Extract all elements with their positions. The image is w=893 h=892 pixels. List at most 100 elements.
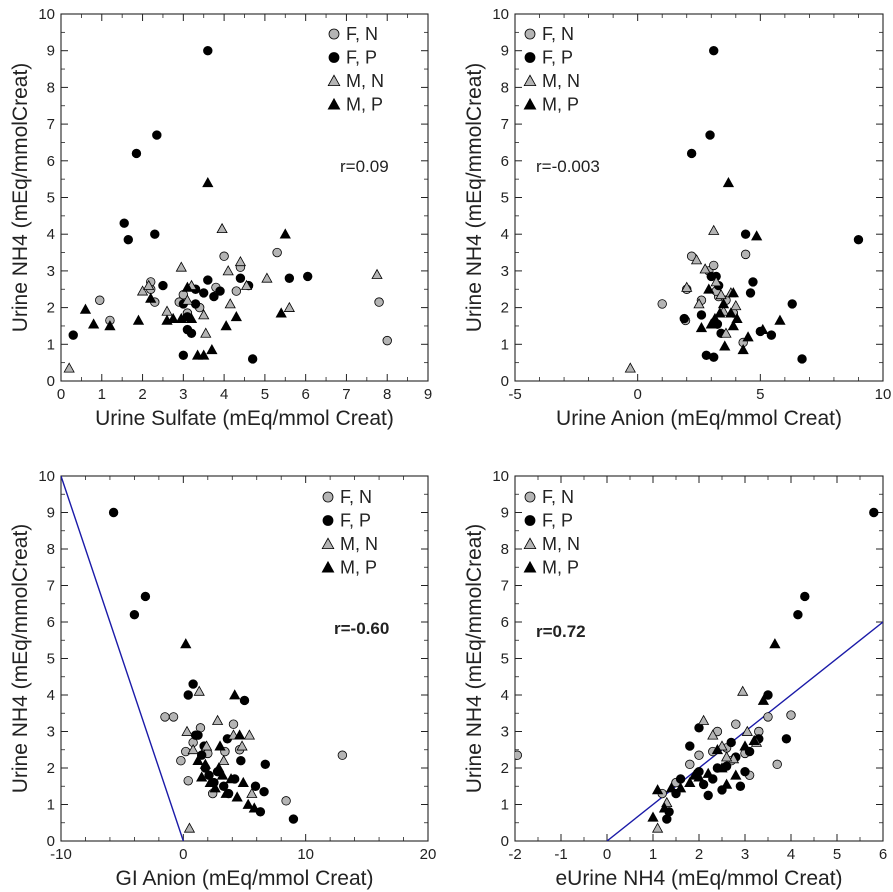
y-tick-label: 2 (501, 760, 509, 777)
point-m-p (214, 740, 226, 751)
legend-marker-f-p (328, 52, 340, 63)
point-f-p (766, 330, 777, 340)
y-tick-label: 9 (501, 43, 509, 60)
legend-marker-m-p (327, 97, 341, 110)
point-m-n (708, 224, 720, 235)
point-m-p (748, 734, 760, 745)
point-m-p (185, 312, 198, 323)
point-f-p (131, 148, 142, 159)
x-tick-label: 4 (787, 846, 795, 863)
point-m-n (181, 294, 194, 305)
point-f-p (303, 271, 313, 282)
point-f-p (183, 690, 193, 700)
point-f-p (745, 288, 756, 298)
point-m-p (727, 320, 739, 331)
y-tick-label: 2 (47, 760, 55, 777)
point-f-p (853, 235, 864, 245)
point-m-n (697, 714, 710, 725)
x-tick-label: 10 (297, 846, 314, 863)
point-m-p (79, 303, 92, 314)
point-m-p (233, 729, 246, 740)
point-m-n (261, 272, 273, 283)
point-m-n (222, 265, 234, 276)
point-m-p (739, 740, 751, 751)
legend-marker-f-n (328, 28, 340, 40)
point-f-p (781, 734, 792, 744)
y-tick-label: 7 (501, 116, 509, 133)
y-tick-label: 0 (47, 373, 55, 390)
point-f-p (203, 46, 213, 56)
y-tick-label: 9 (47, 43, 55, 60)
y-tick-label: 5 (501, 190, 509, 207)
point-f-p (236, 756, 246, 766)
point-f-p (288, 814, 299, 824)
point-f-p (140, 591, 151, 602)
data-points (63, 46, 392, 373)
legend-label: M, P (346, 95, 383, 115)
point-m-p (647, 811, 659, 822)
point-f-p (685, 741, 695, 751)
point-m-p (757, 694, 770, 705)
x-axis-label: Urine Sulfate (mEq/mmol Creat) (95, 407, 394, 430)
legend-marker-m-p (321, 560, 335, 573)
y-tick-label: 10 (492, 6, 509, 23)
y-axis-label: Urine NH4 (mEq/mmolCreat) (9, 524, 32, 794)
chart-panel-1: 0 1 2 3 4 5 6 7 8 9 0 1 2 3 4 5 6 7 8 9 10 Urine Sulfate (mEq… (9, 6, 432, 430)
data-points (515, 507, 879, 833)
y-tick-label: 5 (47, 651, 55, 668)
data-points (624, 46, 864, 373)
y-tick-label: 6 (47, 153, 55, 170)
point-f-p (178, 350, 189, 361)
point-m-n (200, 740, 213, 751)
point-m-n (200, 327, 212, 338)
y-tick-label: 4 (501, 226, 509, 243)
point-f-p (675, 774, 686, 784)
legend-marker-m-n (523, 537, 537, 549)
y-tick-label: 3 (501, 263, 509, 280)
point-f-n (382, 335, 392, 346)
point-m-n (143, 279, 155, 290)
point-f-p (68, 330, 78, 340)
point-f-p (150, 229, 160, 239)
x-tick-label: 20 (420, 846, 437, 863)
point-f-p (709, 352, 719, 362)
point-m-p (716, 762, 728, 773)
point-m-p (206, 344, 218, 355)
point-f-n (168, 712, 179, 722)
point-f-n (95, 295, 105, 305)
point-f-p (123, 235, 133, 245)
x-tick-label: 1 (649, 846, 657, 863)
legend-marker-m-p (523, 560, 537, 573)
point-m-p (774, 314, 786, 325)
point-f-p (797, 354, 807, 364)
x-tick-label: 5 (833, 846, 841, 863)
y-tick-label: 1 (47, 336, 55, 353)
x-tick-label: 0 (603, 846, 611, 863)
legend-marker-m-n (327, 74, 341, 86)
x-tick-label: -2 (508, 846, 521, 863)
point-m-p (132, 314, 145, 325)
y-tick-label: 1 (501, 336, 509, 353)
point-f-p (196, 750, 207, 760)
x-axis-label: Urine Anion (mEq/mmol Creat) (556, 407, 842, 430)
point-m-p (737, 344, 749, 355)
x-tick-label: 1 (98, 386, 106, 403)
point-f-n (228, 719, 239, 729)
point-m-n (730, 299, 742, 311)
point-m-p (751, 230, 763, 241)
point-f-p (284, 273, 295, 283)
point-m-p (725, 307, 737, 318)
point-m-p (230, 311, 242, 322)
point-f-n (786, 710, 796, 720)
x-tick-label: 4 (220, 386, 228, 403)
y-tick-label: 6 (501, 153, 509, 170)
point-f-n (657, 299, 667, 309)
point-f-p (705, 130, 715, 140)
point-m-n (243, 729, 256, 740)
point-m-p (711, 743, 724, 755)
point-f-n (694, 750, 704, 760)
legend-marker-f-p (524, 515, 536, 526)
y-tick-label: 6 (501, 614, 509, 631)
x-tick-label: 8 (383, 386, 391, 403)
